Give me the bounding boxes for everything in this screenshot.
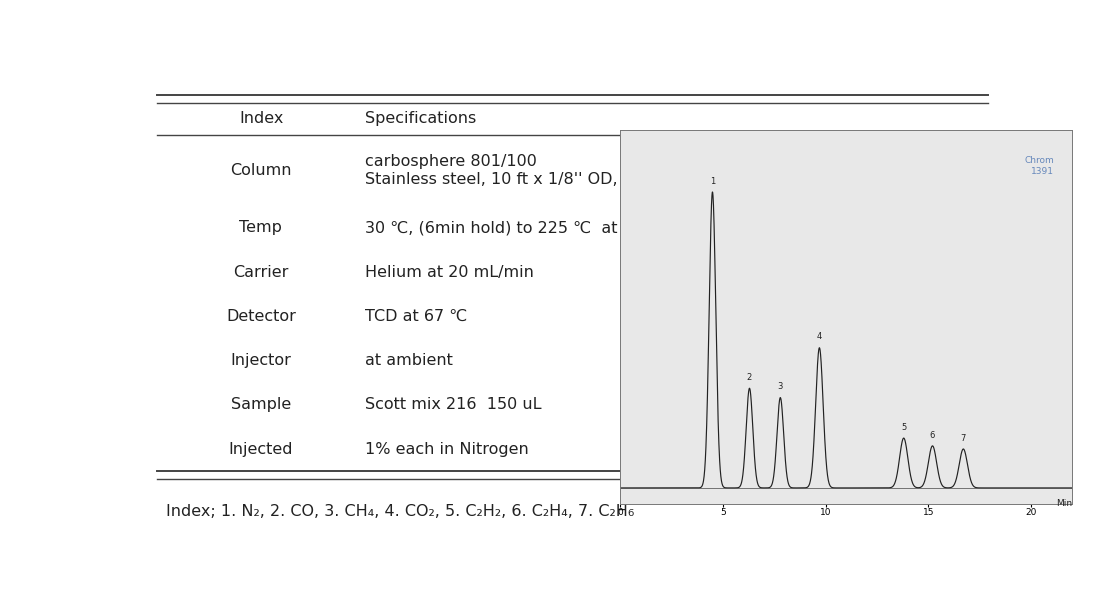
- Text: Min: Min: [1056, 499, 1072, 508]
- Text: carbosphere 801/100: carbosphere 801/100: [364, 154, 536, 169]
- Text: 5: 5: [901, 423, 906, 432]
- Text: 1% each in Nitrogen: 1% each in Nitrogen: [364, 441, 528, 456]
- Text: 1: 1: [709, 177, 715, 186]
- Text: Temp: Temp: [239, 221, 283, 235]
- Text: Detector: Detector: [226, 309, 296, 324]
- Text: 30 ℃, (6min hold) to 225 ℃  at 25 ℃: 30 ℃, (6min hold) to 225 ℃ at 25 ℃: [364, 221, 666, 235]
- Text: at ambient: at ambient: [364, 353, 452, 368]
- Text: TCD at 67 ℃: TCD at 67 ℃: [364, 309, 467, 324]
- Text: Index: Index: [239, 112, 284, 126]
- Text: 4: 4: [817, 332, 822, 341]
- Text: 3: 3: [777, 382, 783, 391]
- Text: Column: Column: [230, 163, 292, 178]
- Text: Index; 1. N₂, 2. CO, 3. CH₄, 4. CO₂, 5. C₂H₂, 6. C₂H₄, 7. C₂H₆: Index; 1. N₂, 2. CO, 3. CH₄, 4. CO₂, 5. …: [165, 504, 633, 519]
- Text: Sample: Sample: [231, 397, 290, 412]
- Text: Chrom
1391: Chrom 1391: [1024, 156, 1054, 176]
- Text: Scott mix 216  150 uL: Scott mix 216 150 uL: [364, 397, 542, 412]
- Text: Stainless steel, 10 ft x 1/8'' OD,: Stainless steel, 10 ft x 1/8'' OD,: [364, 172, 618, 187]
- Text: Carrier: Carrier: [233, 265, 288, 280]
- Text: Injected: Injected: [229, 441, 293, 456]
- Text: 7: 7: [961, 434, 966, 443]
- Text: Helium at 20 mL/min: Helium at 20 mL/min: [364, 265, 534, 280]
- Text: Injector: Injector: [230, 353, 292, 368]
- Text: 2: 2: [747, 373, 752, 382]
- Text: 6: 6: [929, 431, 935, 440]
- Text: Specifications: Specifications: [364, 112, 476, 126]
